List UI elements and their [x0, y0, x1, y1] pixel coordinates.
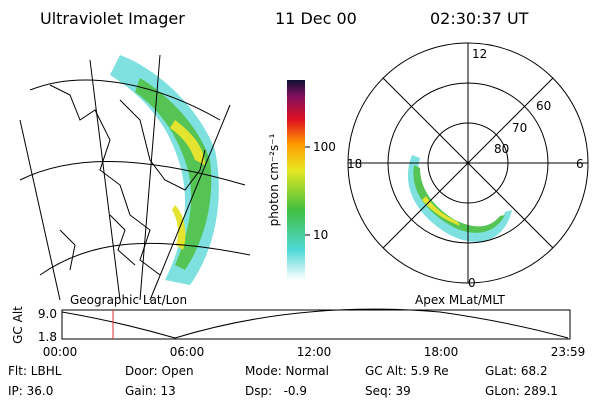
status-field: Mode: Normal [245, 364, 329, 378]
status-field: Door: Open [125, 364, 194, 378]
date: 11 Dec 00 [275, 9, 357, 28]
colorbar-label: photon cm⁻²s⁻¹ [267, 133, 281, 226]
aurora-mid [413, 165, 505, 233]
x-tick-label: 06:00 [170, 345, 205, 359]
status-field: Flt: LBHL [8, 364, 62, 378]
mlt-label: 18 [347, 157, 362, 171]
x-tick-label: 18:00 [424, 345, 459, 359]
lat-label: 70 [512, 121, 527, 135]
colorbar-tick-label: 100 [313, 140, 336, 154]
altitude-curve [61, 308, 569, 339]
mlt-label: 0 [468, 276, 476, 290]
status-field: GC Alt: 5.9 Re [365, 364, 449, 378]
aurora-mid [135, 78, 212, 270]
y-tick-label: 1.8 [38, 330, 57, 344]
lat-label: 60 [536, 99, 551, 113]
aurora-outer [407, 155, 512, 242]
polar-plot: 12 18 6 0 60 70 80 [347, 42, 589, 290]
y-axis-label: GC Alt [11, 306, 25, 344]
status-field: GLat: 68.2 [485, 364, 548, 378]
colorbar-tick-label: 10 [313, 228, 328, 242]
plot-frame [61, 309, 571, 340]
panel-label: Geographic Lat/Lon [70, 293, 187, 307]
mlt-label: 6 [576, 157, 584, 171]
aurora-core [170, 120, 205, 250]
colorbar [287, 80, 305, 280]
footer: Flt: LBHL Door: Open Mode: Normal GC Alt: 5… [8, 364, 558, 398]
time: 02:30:37 UT [430, 9, 529, 28]
x-tick-label: 12:00 [297, 345, 332, 359]
status-field: GLon: 289.1 [485, 384, 558, 398]
aurora-core [422, 196, 460, 226]
geographic-map [19, 54, 251, 301]
status-field: Dsp: -0.9 [245, 384, 307, 398]
x-tick-label: 23:59 [551, 345, 586, 359]
title: Ultraviolet Imager [40, 9, 185, 28]
mlt-label: 12 [472, 47, 487, 61]
y-tick-label: 9.0 [38, 307, 57, 321]
panel-label: Apex MLat/MLT [415, 293, 505, 307]
mlt-lines [348, 43, 588, 283]
altitude-plot: GC Alt 9.0 1.8 00:00 06:00 12:00 18:00 2… [11, 306, 585, 359]
status-field: Seq: 39 [365, 384, 411, 398]
map-grid [19, 54, 251, 301]
status-field: Gain: 13 [125, 384, 176, 398]
coastlines [49, 84, 206, 276]
x-tick-label: 00:00 [43, 345, 78, 359]
status-field: IP: 36.0 [8, 384, 53, 398]
lat-label: 80 [494, 142, 509, 156]
